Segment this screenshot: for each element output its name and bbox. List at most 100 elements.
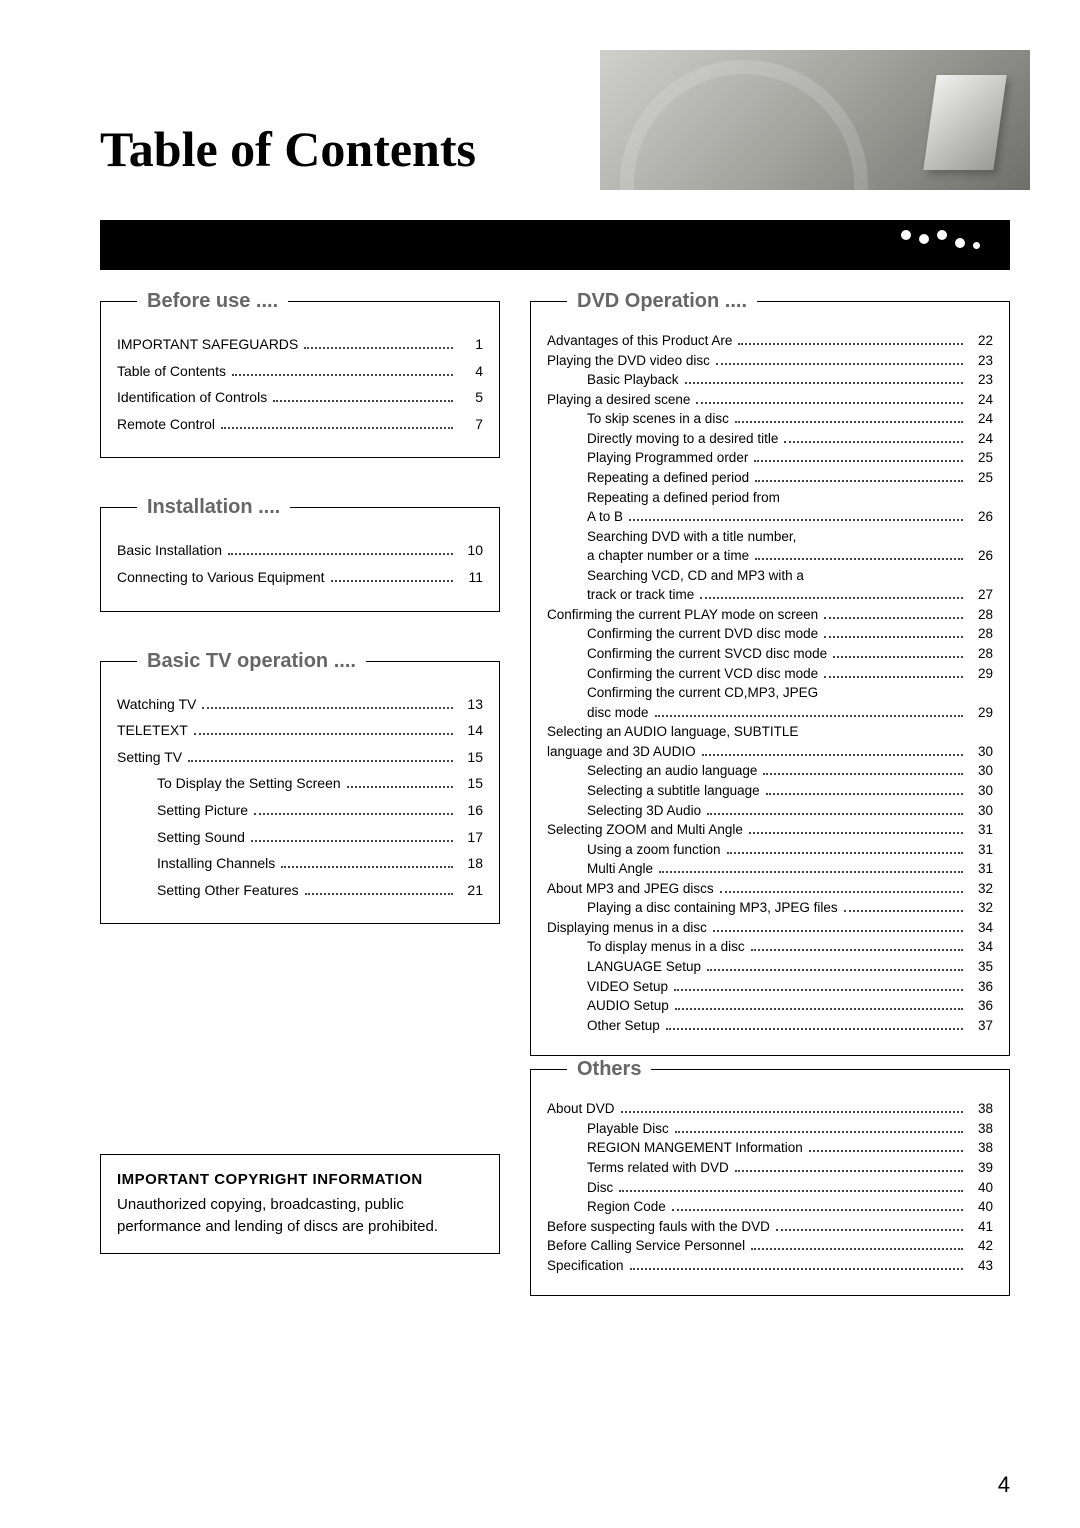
toc-entry: Selecting 3D Audio30 <box>547 801 993 821</box>
toc-leader <box>713 930 963 932</box>
toc-label: Identification of Controls <box>117 384 267 411</box>
toc-label: VIDEO Setup <box>587 977 668 997</box>
toc-entry: Playing Programmed order 25 <box>547 448 993 468</box>
toc-leader <box>754 460 963 462</box>
toc-label: Installing Channels <box>157 850 275 877</box>
toc-label: Confirming the current CD,MP3, JPEG <box>587 683 818 703</box>
toc-entry: Displaying menus in a disc34 <box>547 918 993 938</box>
section-before-use: Before use .... IMPORTANT SAFEGUARDS1Tab… <box>100 290 500 458</box>
toc-page: 25 <box>969 448 993 468</box>
toc-entry: Selecting an audio language 30 <box>547 761 993 781</box>
toc-entry: To display menus in a disc 34 <box>547 937 993 957</box>
toc-entry: Other Setup37 <box>547 1016 993 1036</box>
toc-leader <box>629 519 963 521</box>
toc-entry: Selecting ZOOM and Multi Angle31 <box>547 820 993 840</box>
toc-label: Selecting a subtitle language <box>587 781 760 801</box>
toc-label: To skip scenes in a disc <box>587 409 729 429</box>
toc-label: Selecting 3D Audio <box>587 801 701 821</box>
toc-page: 32 <box>969 898 993 918</box>
toc-entry: Before suspecting fauls with the DVD41 <box>547 1217 993 1237</box>
toc-label: Before Calling Service Personnel <box>547 1236 745 1256</box>
toc-entry: language and 3D AUDIO30 <box>547 742 993 762</box>
toc-entry: About MP3 and JPEG discs 32 <box>547 879 993 899</box>
toc-page: 30 <box>969 781 993 801</box>
toc-leader <box>685 382 963 384</box>
toc-label: LANGUAGE Setup <box>587 957 701 977</box>
right-column: DVD Operation .... Advantages of this Pr… <box>530 290 1010 1334</box>
toc-entry: track or track time27 <box>547 585 993 605</box>
toc-entry: Selecting a subtitle language 30 <box>547 781 993 801</box>
toc-leader <box>672 1209 963 1211</box>
toc-label: Directly moving to a desired title <box>587 429 778 449</box>
toc-leader <box>755 558 963 560</box>
toc-label: To display menus in a disc <box>587 937 745 957</box>
toc-entry: Terms related with DVD39 <box>547 1158 993 1178</box>
toc-leader <box>720 891 963 893</box>
toc-entry: Basic Playback23 <box>547 370 993 390</box>
toc-label: IMPORTANT SAFEGUARDS <box>117 331 298 358</box>
legend-basic-tv: Basic TV operation .... <box>137 650 366 673</box>
toc-page: 34 <box>969 937 993 957</box>
toc-entry: Playing a disc containing MP3, JPEG file… <box>547 898 993 918</box>
toc-page: 21 <box>459 877 483 904</box>
toc-entry: Directly moving to a desired title24 <box>547 429 993 449</box>
toc-entry: Selecting an AUDIO language, SUBTITLE <box>547 722 993 742</box>
toc-label: Confirming the current VCD disc mode <box>587 664 818 684</box>
toc-list-dvd: Advantages of this Product Are22 Playing … <box>547 331 993 1035</box>
toc-entry: Region Code40 <box>547 1197 993 1217</box>
toc-page: 5 <box>459 384 483 411</box>
toc-entry: Basic Installation10 <box>117 537 483 564</box>
toc-leader <box>824 676 963 678</box>
toc-page: 32 <box>969 879 993 899</box>
toc-entry: Searching VCD, CD and MP3 with a <box>547 566 993 586</box>
toc-leader <box>254 813 453 815</box>
toc-leader <box>347 786 453 788</box>
toc-entry: Multi Angle31 <box>547 859 993 879</box>
toc-leader <box>707 813 963 815</box>
toc-entry: Repeating a defined period from <box>547 488 993 508</box>
toc-label: TELETEXT <box>117 717 188 744</box>
toc-entry: AUDIO Setup36 <box>547 996 993 1016</box>
toc-label: Repeating a defined period <box>587 468 749 488</box>
toc-entry: Confirming the current VCD disc mode29 <box>547 664 993 684</box>
toc-label: Selecting ZOOM and Multi Angle <box>547 820 743 840</box>
toc-label: Before suspecting fauls with the DVD <box>547 1217 770 1237</box>
toc-page: 28 <box>969 624 993 644</box>
toc-label: Confirming the current PLAY mode on scre… <box>547 605 818 625</box>
toc-entry: LANGUAGE Setup35 <box>547 957 993 977</box>
legend-dvd-operation: DVD Operation .... <box>567 290 757 313</box>
toc-leader <box>824 636 963 638</box>
toc-leader <box>232 374 453 376</box>
toc-label: Remote Control <box>117 411 215 438</box>
header-bar <box>100 220 1010 270</box>
legend-before-use: Before use .... <box>137 290 288 313</box>
toc-label: Playing Programmed order <box>587 448 748 468</box>
toc-entry: Advantages of this Product Are22 <box>547 331 993 351</box>
toc-leader <box>716 363 963 365</box>
toc-leader <box>707 969 963 971</box>
left-column: Before use .... IMPORTANT SAFEGUARDS1Tab… <box>100 290 500 1334</box>
toc-entry: Watching TV13 <box>117 691 483 718</box>
toc-page: 11 <box>459 564 483 591</box>
toc-page: 30 <box>969 761 993 781</box>
toc-leader <box>735 421 963 423</box>
toc-page: 15 <box>459 770 483 797</box>
legend-others: Others <box>567 1058 651 1081</box>
toc-entry: To Display the Setting Screen15 <box>117 770 483 797</box>
toc-leader <box>751 949 963 951</box>
toc-leader <box>824 617 963 619</box>
toc-label: track or track time <box>587 585 694 605</box>
toc-page: 7 <box>459 411 483 438</box>
toc-entry: Setting Other Features21 <box>117 877 483 904</box>
section-dvd-operation: DVD Operation .... Advantages of this Pr… <box>530 290 1010 1056</box>
toc-page: 24 <box>969 409 993 429</box>
toc-page: 31 <box>969 840 993 860</box>
toc-entry: Searching DVD with a title number, <box>547 527 993 547</box>
toc-leader <box>727 852 963 854</box>
toc-entry: Disc40 <box>547 1178 993 1198</box>
toc-leader <box>331 580 453 582</box>
toc-label: About MP3 and JPEG discs <box>547 879 714 899</box>
toc-leader <box>751 1248 963 1250</box>
toc-label: Selecting an audio language <box>587 761 757 781</box>
copyright-body: Unauthorized copying, broadcasting, publ… <box>117 1194 483 1239</box>
